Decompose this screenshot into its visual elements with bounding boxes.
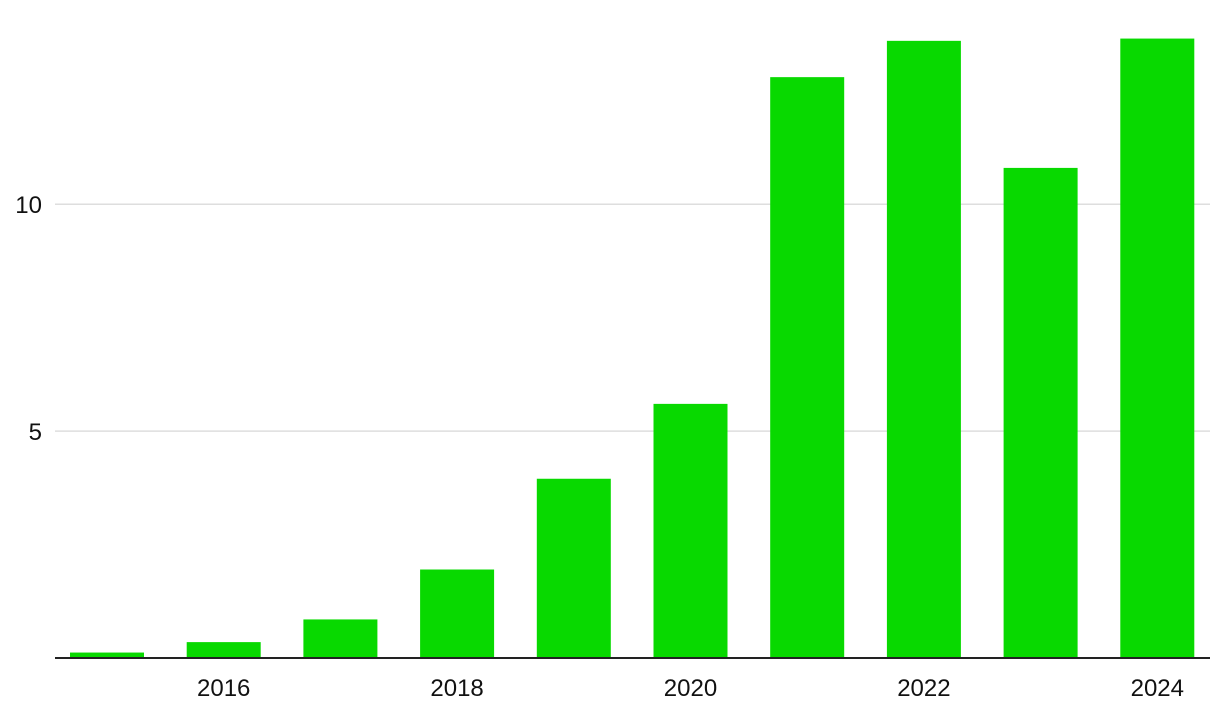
bar-2019 xyxy=(536,478,611,658)
x-tick-label: 2016 xyxy=(197,675,250,702)
bars xyxy=(70,38,1195,659)
x-tick-label: 2020 xyxy=(664,675,717,702)
x-tick-label: 2024 xyxy=(1131,675,1184,702)
x-tick-label: 2022 xyxy=(897,675,950,702)
x-axis-tick-labels: 2016 2018 2020 2022 2024 xyxy=(197,675,1184,702)
bar-2023 xyxy=(1003,167,1078,658)
x-tick-label: 2018 xyxy=(430,675,483,702)
bar-2015 xyxy=(70,652,144,658)
bar-2018 xyxy=(420,569,495,658)
y-axis-tick-labels: 5 10 xyxy=(15,192,42,446)
bar-2024 xyxy=(1120,38,1195,659)
y-tick-label: 10 xyxy=(15,192,42,219)
bar-2017 xyxy=(303,619,378,658)
bar-2016 xyxy=(186,642,261,658)
bar-2021 xyxy=(770,77,845,658)
bar-2020 xyxy=(653,403,728,658)
bar-2022 xyxy=(886,40,961,659)
y-tick-label: 5 xyxy=(29,419,42,446)
